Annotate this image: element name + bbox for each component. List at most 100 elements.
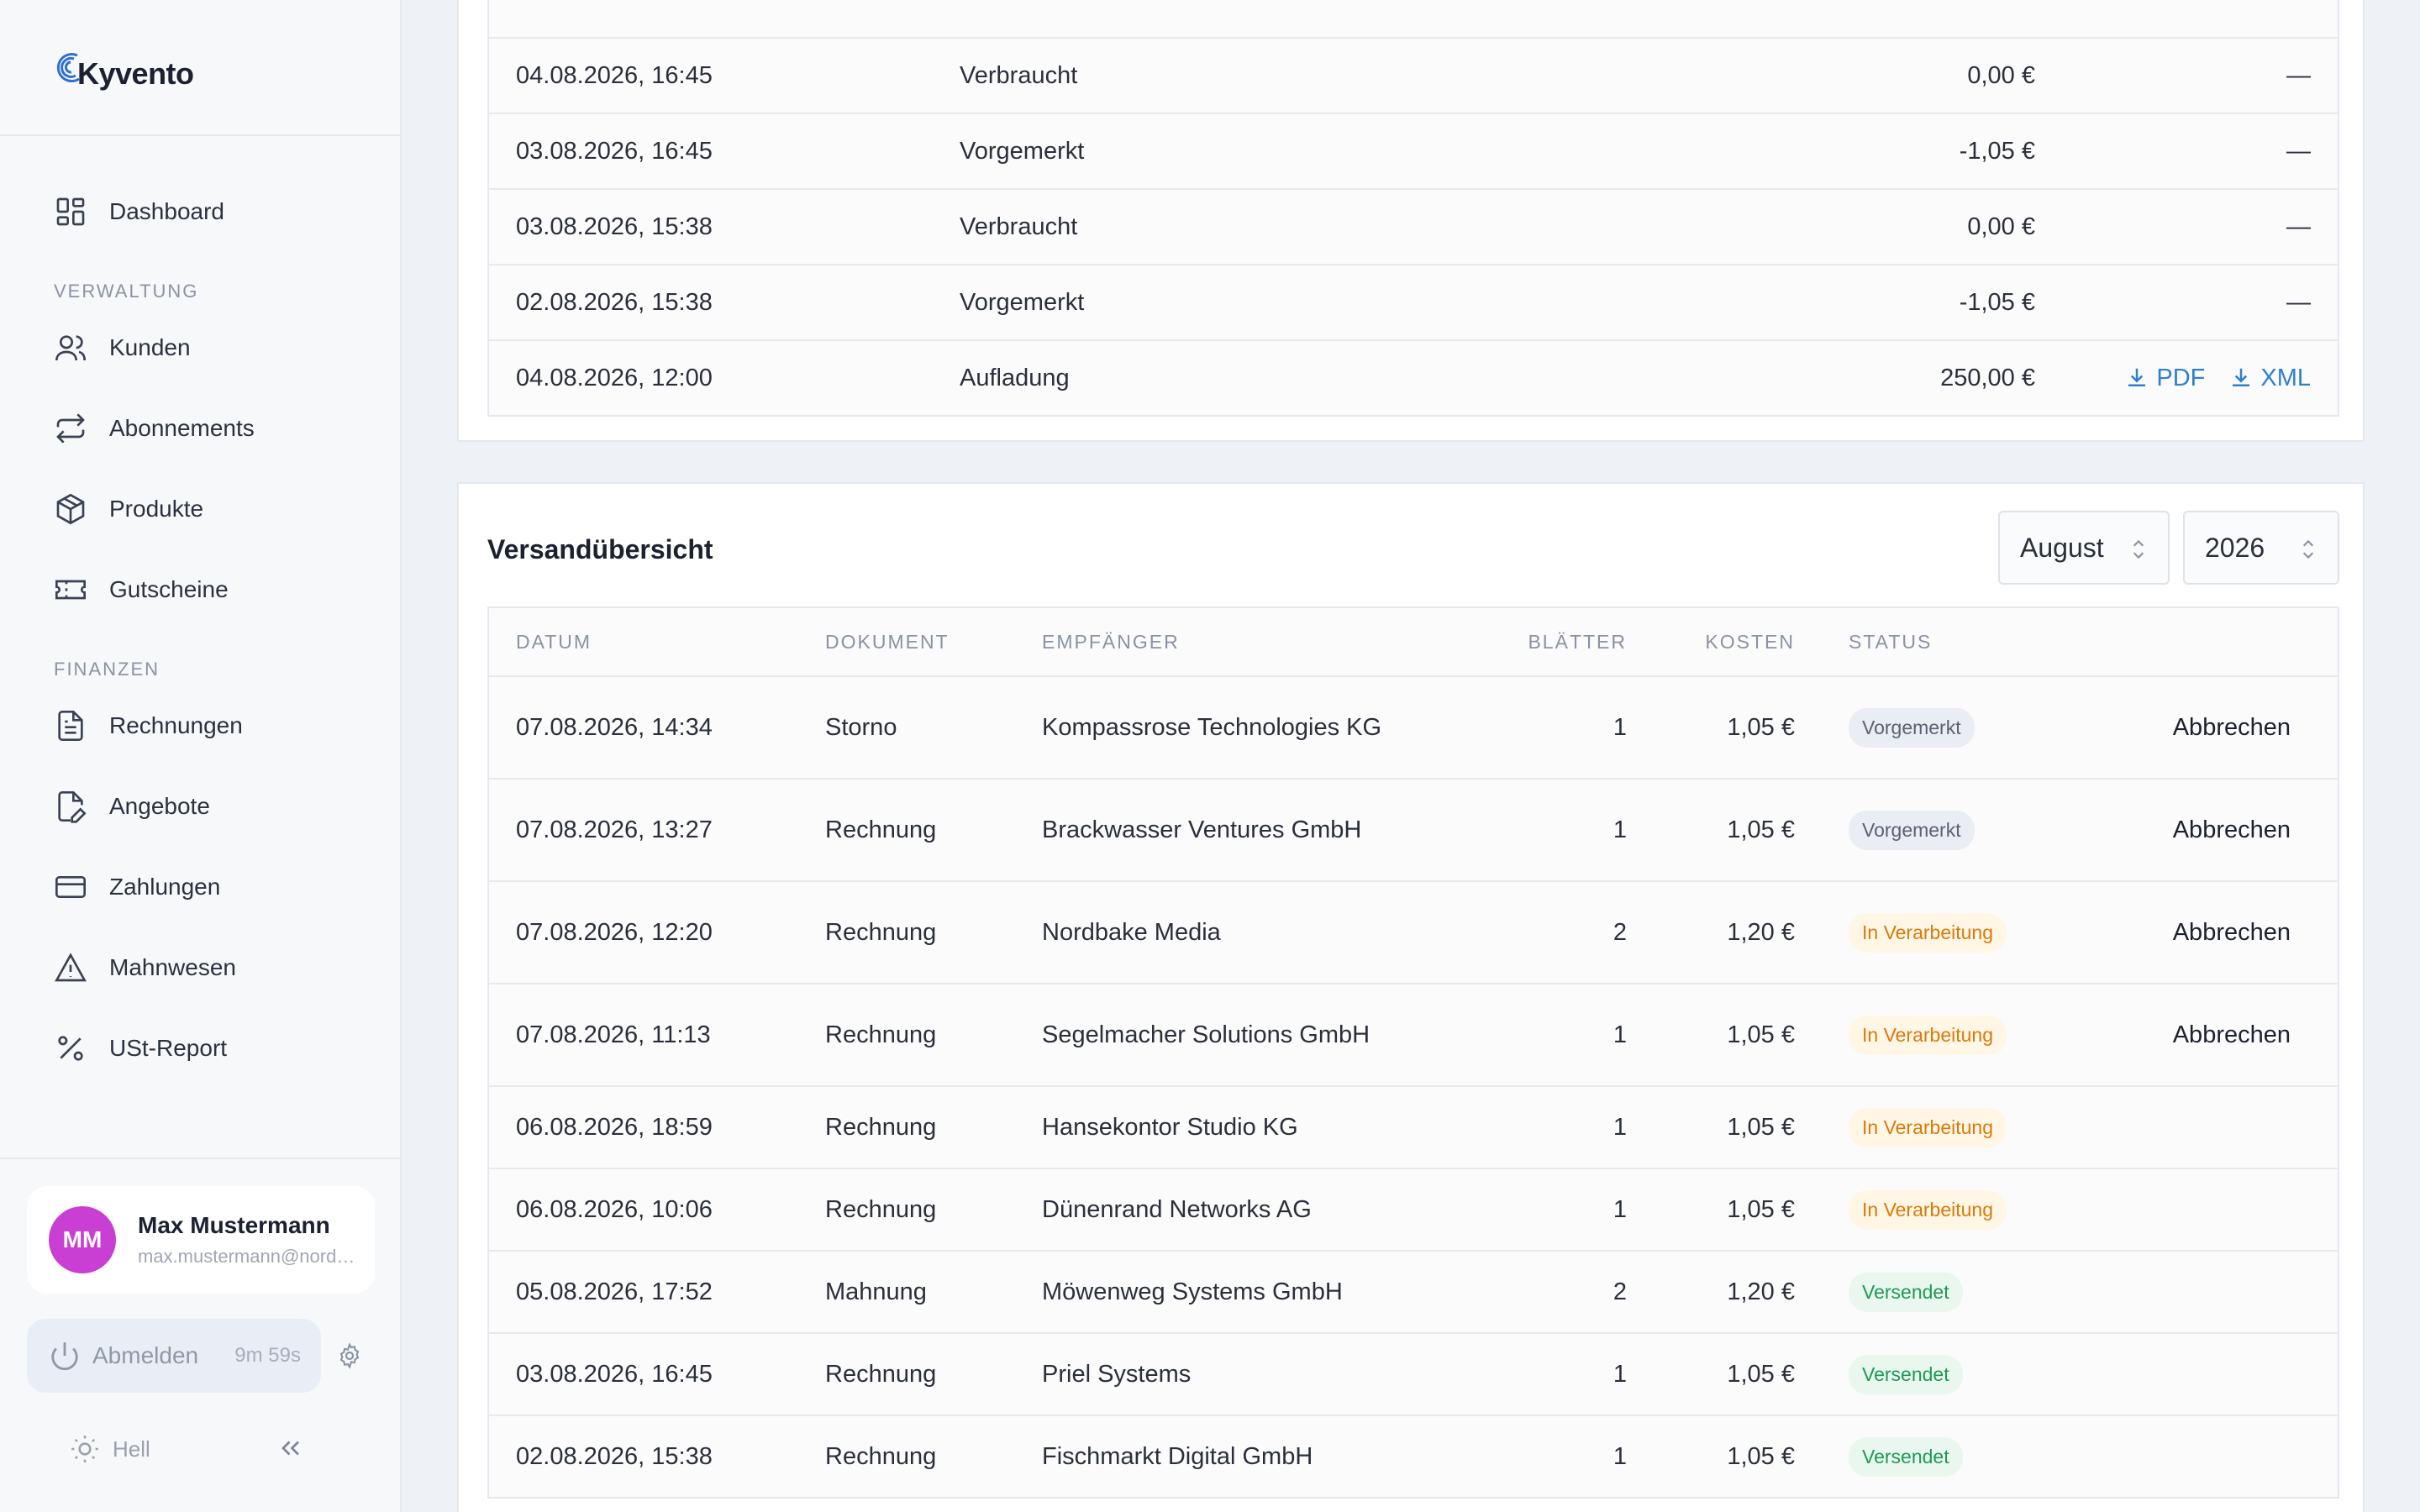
shipping-title: Versandübersicht: [487, 534, 713, 564]
download-pdf-link[interactable]: PDF: [2124, 365, 2205, 392]
cell-action: Abbrechen: [2072, 919, 2338, 947]
cell-sheets: 1: [1612, 816, 1627, 843]
col-cost[interactable]: KOSTEN: [1705, 630, 1795, 653]
nav-label: Kunden: [109, 334, 191, 360]
theme-label: Hell: [113, 1436, 150, 1462]
theme-toggle[interactable]: Hell: [69, 1433, 150, 1465]
cancel-button[interactable]: Abbrechen: [2172, 816, 2291, 843]
cell-recipient: Dünenrand Networks AG: [1042, 1195, 1312, 1223]
cell-status: Vorgemerkt: [1795, 810, 2072, 850]
nav-label: USt-Report: [109, 1035, 228, 1061]
table-row: 04.08.2026, 12:00 Aufladung 250,00 € PDF…: [489, 339, 2338, 415]
cancel-button[interactable]: Abbrechen: [2172, 713, 2291, 741]
brand-logo[interactable]: Kyvento: [0, 0, 400, 136]
cell-recipient: Hansekontor Studio KG: [1042, 1113, 1298, 1141]
sidebar: Kyvento Dashboard VERWALTUNG Kunden Abon…: [0, 0, 402, 1512]
download-icon: [2128, 368, 2146, 386]
tx-type: Aufladung: [960, 364, 1070, 391]
pdf-label: PDF: [2156, 364, 2206, 391]
status-badge: In Verarbeitung: [1849, 912, 2007, 953]
tx-amount: 250,00 €: [1940, 364, 2035, 391]
status-badge: In Verarbeitung: [1849, 1107, 2007, 1147]
cell-sheets: 2: [1612, 1278, 1627, 1305]
tx-date: 03.08.2026, 16:45: [516, 137, 713, 165]
cell-recipient: Möwenweg Systems GmbH: [1042, 1278, 1343, 1305]
table-row: 02.08.2026, 15:38 Vorgemerkt -1,05 € —: [489, 264, 2338, 339]
cell-cost: 1,20 €: [1727, 1278, 1795, 1305]
shipping-card: Versandübersicht August 2026 DATUM DOKUM…: [457, 482, 2365, 1512]
user-email: max.mustermann@nordbake.de: [138, 1246, 356, 1267]
nav-item-rechnungen[interactable]: Rechnungen: [0, 685, 400, 766]
brand-name: Kyvento: [77, 56, 194, 91]
tx-date: 03.08.2026, 15:38: [516, 213, 713, 240]
cell-status: Vorgemerkt: [1795, 707, 2072, 748]
repeat-icon: [56, 413, 85, 444]
tx-amount: 0,00 €: [1967, 213, 2035, 240]
logout-button[interactable]: Abmelden 9m 59s: [27, 1319, 321, 1393]
table-row: [489, 0, 2338, 37]
nav-item-kunden[interactable]: Kunden: [0, 307, 400, 388]
xml-label: XML: [2260, 364, 2311, 391]
nav-label: Zahlungen: [109, 874, 221, 900]
table-header: DATUM DOKUMENT EMPFÄNGER BLÄTTER KOSTEN …: [489, 608, 2338, 675]
tx-type: Verbraucht: [960, 61, 1078, 89]
nav-item-zahlungen[interactable]: Zahlungen: [0, 847, 400, 927]
chevron-updown-icon: [2133, 539, 2144, 559]
col-status[interactable]: STATUS: [1849, 630, 1933, 653]
tx-date: 02.08.2026, 15:38: [516, 288, 713, 316]
nav-label: Abonnements: [109, 415, 255, 441]
col-recipient[interactable]: EMPFÄNGER: [1042, 630, 1180, 653]
download-xml-link[interactable]: XML: [2228, 365, 2311, 392]
nav-item-mahnwesen[interactable]: Mahnwesen: [0, 927, 400, 1008]
collapse-sidebar-icon[interactable]: [276, 1433, 306, 1463]
nav-item-dashboard[interactable]: Dashboard: [0, 171, 400, 252]
alert-triangle-icon: [55, 953, 87, 982]
credit-card-icon: [55, 876, 86, 898]
tx-amount: 0,00 €: [1967, 61, 2035, 89]
cell-recipient: Segelmacher Solutions GmbH: [1042, 1021, 1370, 1048]
nav-label: Produkte: [109, 496, 204, 522]
table-row: 06.08.2026, 10:06 Rechnung Dünenrand Net…: [489, 1168, 2338, 1250]
ticket-icon: [55, 580, 86, 600]
cell-cost: 1,05 €: [1727, 1113, 1795, 1141]
cell-sheets: 1: [1612, 1113, 1627, 1141]
cell-cost: 1,05 €: [1727, 816, 1795, 843]
cell-sheets: 2: [1612, 918, 1627, 946]
cell-date: 02.08.2026, 15:38: [516, 1442, 713, 1470]
cancel-button[interactable]: Abbrechen: [2172, 918, 2291, 946]
nav-label: Mahnwesen: [109, 954, 236, 980]
month-select[interactable]: August: [1998, 511, 2170, 585]
gear-icon[interactable]: [336, 1342, 363, 1369]
cell-recipient: Priel Systems: [1042, 1360, 1192, 1388]
cell-document: Rechnung: [825, 1442, 937, 1470]
year-select[interactable]: 2026: [2183, 511, 2339, 585]
nav-item-angebote[interactable]: Angebote: [0, 766, 400, 847]
download-icon: [2233, 368, 2250, 386]
tx-action: —: [2286, 61, 2311, 89]
status-badge: Vorgemerkt: [1849, 707, 1975, 748]
nav-item-ust-report[interactable]: USt-Report: [0, 1008, 400, 1089]
tx-downloads: PDF XML: [2035, 365, 2338, 392]
cell-status: Versendet: [1795, 1272, 2072, 1312]
logo-swirl-icon: [56, 53, 80, 83]
col-date[interactable]: DATUM: [516, 630, 592, 653]
user-card[interactable]: MM Max Mustermann max.mustermann@nordbak…: [27, 1186, 375, 1294]
nav-item-produkte[interactable]: Produkte: [0, 469, 400, 549]
cancel-button[interactable]: Abbrechen: [2172, 1021, 2291, 1048]
table-row: 03.08.2026, 16:45 Vorgemerkt -1,05 € —: [489, 113, 2338, 188]
transactions-table: 04.08.2026, 16:45 Verbraucht 0,00 € — 03…: [487, 0, 2339, 417]
transactions-card: 04.08.2026, 16:45 Verbraucht 0,00 € — 03…: [457, 0, 2365, 442]
status-badge: Versendet: [1849, 1272, 1963, 1312]
nav-item-gutscheine[interactable]: Gutscheine: [0, 549, 400, 630]
user-name: Max Mustermann: [138, 1212, 330, 1238]
col-sheets[interactable]: BLÄTTER: [1528, 630, 1627, 653]
cell-recipient: Kompassrose Technologies KG: [1042, 713, 1382, 741]
file-edit-icon: [58, 791, 87, 823]
col-document[interactable]: DOKUMENT: [825, 630, 950, 653]
status-badge: In Verarbeitung: [1849, 1015, 2007, 1055]
tx-date: 04.08.2026, 12:00: [516, 364, 713, 391]
month-value: August: [2020, 532, 2104, 563]
nav-item-abonnements[interactable]: Abonnements: [0, 388, 400, 469]
cell-date: 07.08.2026, 11:13: [516, 1021, 711, 1048]
power-icon: [51, 1342, 78, 1371]
